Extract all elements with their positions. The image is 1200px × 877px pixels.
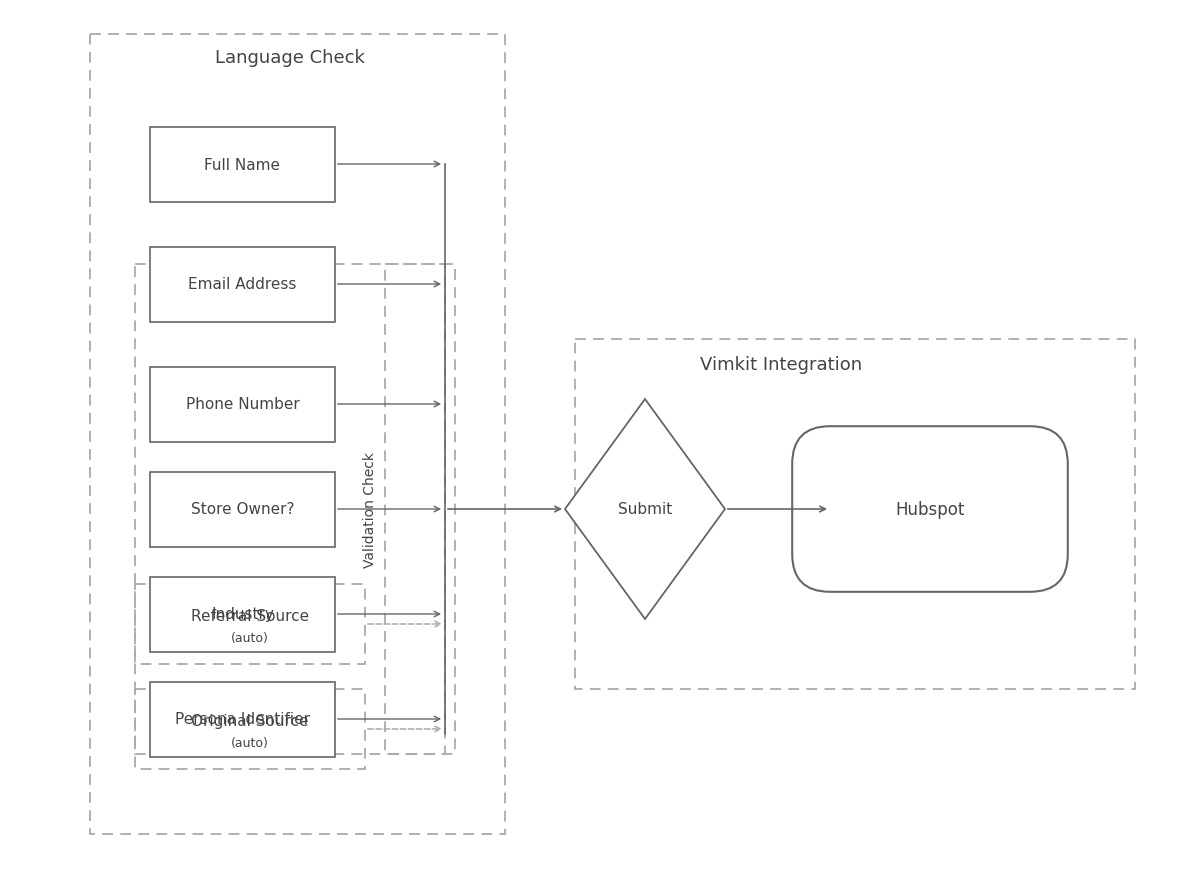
Text: Validation Check: Validation Check — [364, 452, 377, 567]
Text: Language Check: Language Check — [215, 49, 365, 67]
FancyBboxPatch shape — [792, 427, 1068, 592]
Bar — [575, 339, 1135, 689]
Bar — [150, 472, 335, 547]
Text: Industry: Industry — [211, 607, 274, 622]
Text: Full Name: Full Name — [204, 157, 281, 172]
Bar — [134, 689, 365, 769]
Text: Persona Identifier: Persona Identifier — [175, 712, 310, 727]
Bar — [134, 265, 455, 754]
Bar — [150, 367, 335, 442]
Bar — [150, 681, 335, 757]
Bar — [385, 265, 445, 754]
Bar — [90, 35, 505, 834]
Bar — [150, 577, 335, 652]
Bar — [150, 127, 335, 203]
Text: Email Address: Email Address — [188, 277, 296, 292]
Text: Referral Source: Referral Source — [191, 609, 310, 624]
Text: (auto): (auto) — [232, 631, 269, 645]
Text: Store Owner?: Store Owner? — [191, 502, 294, 517]
Text: Vimkit Integration: Vimkit Integration — [700, 355, 862, 374]
Text: Submit: Submit — [618, 502, 672, 517]
Text: (auto): (auto) — [232, 737, 269, 750]
Bar — [134, 584, 365, 664]
Text: Original Source: Original Source — [191, 714, 308, 729]
Bar — [150, 247, 335, 322]
Text: Hubspot: Hubspot — [895, 501, 965, 518]
Polygon shape — [565, 400, 725, 619]
Text: Phone Number: Phone Number — [186, 397, 299, 412]
